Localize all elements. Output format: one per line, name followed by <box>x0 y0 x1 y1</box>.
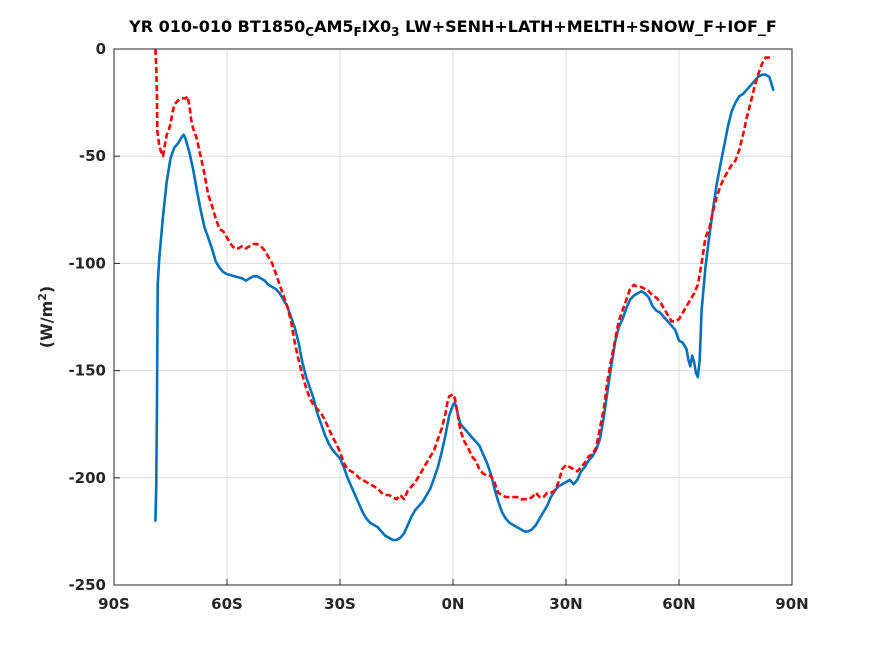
title-prefix: YR 010-010 BT1850 <box>128 17 305 36</box>
y-tick-label: -250 <box>68 576 106 594</box>
x-tick-label: 60N <box>662 595 695 613</box>
title-subscript-3: 3 <box>391 25 399 39</box>
chart-title: YR 010-010 BT1850CAM5FIX03 LW+SENH+LATH+… <box>128 17 777 39</box>
series-line-2 <box>154 48 774 501</box>
x-tick-label: 60S <box>211 595 243 613</box>
y-tick-label: -50 <box>79 147 106 165</box>
y-axis-label-superscript: 2 <box>36 293 49 301</box>
x-tick-label: 30N <box>549 595 582 613</box>
x-tick-label: 0N <box>442 595 465 613</box>
x-tick-label: 90N <box>775 595 808 613</box>
x-tick-label: 90S <box>98 595 130 613</box>
series-lines <box>154 48 775 542</box>
title-subscript-1: C <box>305 25 314 39</box>
x-axis-ticks: 90S 60S 30S 0N 30N 60N 90N <box>98 579 809 613</box>
title-middle-2: IX0 <box>362 17 391 36</box>
y-axis-label: (W/m2) <box>36 286 57 348</box>
y-tick-label: -200 <box>68 469 106 487</box>
y-axis-label-close: ) <box>37 286 56 293</box>
y-axis-label-main: (W/m <box>37 301 56 348</box>
y-axis-ticks: 0 -50 -100 -150 -200 -250 <box>68 40 120 594</box>
y-tick-label: -150 <box>68 362 106 380</box>
series-line-1 <box>154 73 775 542</box>
title-suffix: LW+SENH+LATH+MELTH+SNOW_F+IOF_F <box>400 17 777 36</box>
title-middle-1: AM5 <box>314 17 353 36</box>
x-tick-label: 30S <box>324 595 356 613</box>
y-tick-label: -100 <box>68 254 106 272</box>
y-tick-label: 0 <box>96 40 106 58</box>
title-subscript-2: F <box>354 25 362 39</box>
